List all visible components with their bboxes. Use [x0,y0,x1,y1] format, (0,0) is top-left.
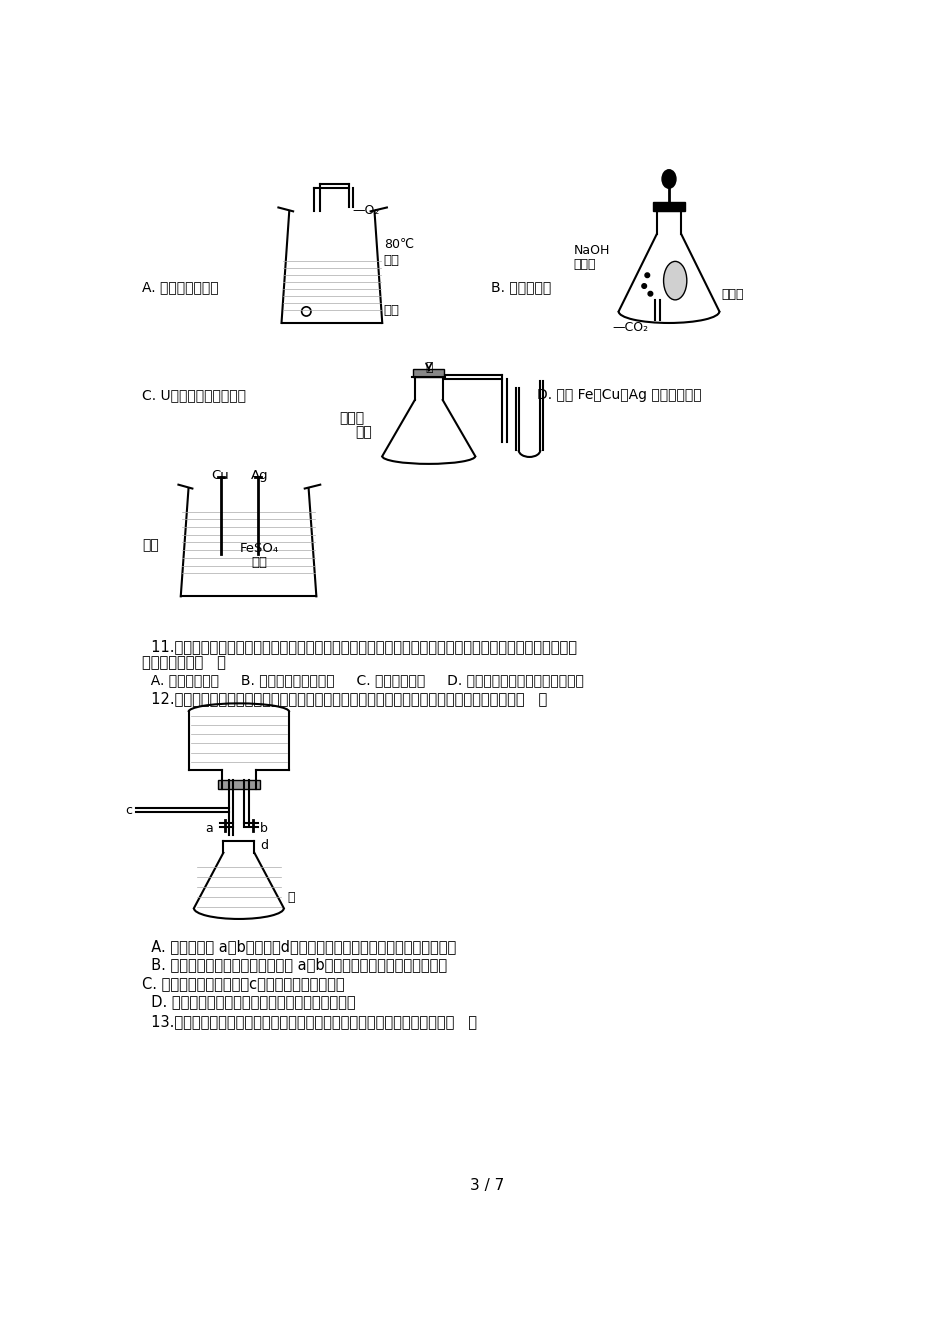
Text: 水: 水 [288,891,295,905]
Text: D. 验证 Fe、Cu、Ag 的金属活动性: D. 验证 Fe、Cu、Ag 的金属活动性 [538,388,702,402]
Text: C. 气体被储存在装置中，c导管也必须安装止水夹: C. 气体被储存在装置中，c导管也必须安装止水夹 [142,976,345,991]
Text: A. 翻开止水夹 a、b．气体从d管倒入储存在下面的瓶子里，水被压入上瓶: A. 翻开止水夹 a、b．气体从d管倒入储存在下面的瓶子里，水被压入上瓶 [142,939,456,954]
Text: a: a [205,823,213,835]
Text: —CO₂: —CO₂ [613,321,649,335]
Bar [653,202,685,211]
Text: NaOH: NaOH [574,245,610,258]
Text: 热水: 热水 [384,254,400,266]
Bar [413,370,445,376]
Text: 11.比照实验是运用比拟的方法来揭示事物的性质或变化规律的一种实验方法。课本中设计的以下实验不属于: 11.比照实验是运用比拟的方法来揭示事物的性质或变化规律的一种实验方法。课本中设… [142,638,577,653]
Text: 生石灰: 生石灰 [340,411,365,426]
Text: 白磷: 白磷 [384,304,400,317]
Text: 12.如图是同学们利用大可乐瓶设计的储气装置〔铁架台未画出〕，以下说法不正确的选项是〔   〕: 12.如图是同学们利用大可乐瓶设计的储气装置〔铁架台未画出〕，以下说法不正确的选… [142,691,547,706]
Text: Cu: Cu [212,469,230,482]
Circle shape [642,284,647,289]
Text: A. 铁钉锈蚀实验     B. 几种纤维的性质实验     C. 粉尘爆炸实验     D. 探究影响物质溶解性因素的实验: A. 铁钉锈蚀实验 B. 几种纤维的性质实验 C. 粉尘爆炸实验 D. 探究影响… [142,673,584,687]
Text: B. 取用气体时，可通过控制止水夹 a、b，靠水的重力方便地将气体排出: B. 取用气体时，可通过控制止水夹 a、b，靠水的重力方便地将气体排出 [142,957,447,973]
Text: 强弱: 强弱 [142,539,159,552]
Ellipse shape [663,261,687,300]
Text: A. 白磷始终不燃烧: A. 白磷始终不燃烧 [142,281,218,294]
Text: 80℃: 80℃ [384,238,414,251]
Text: B. 小气球变瘪: B. 小气球变瘪 [491,281,551,294]
Ellipse shape [662,169,676,188]
Text: FeSO₄: FeSO₄ [240,543,279,555]
Circle shape [645,273,650,278]
Text: 浓溶液: 浓溶液 [574,258,597,270]
Text: b: b [259,823,268,835]
Circle shape [648,292,653,296]
Text: Ag: Ag [251,469,268,482]
Text: c: c [125,804,133,817]
Text: 固体: 固体 [355,426,371,439]
Text: 13.利用以下原理制取氧气，具有反响快、操作简单、低能耗、无污染的是〔   〕: 13.利用以下原理制取氧气，具有反响快、操作简单、低能耗、无污染的是〔 〕 [142,1013,477,1028]
Text: d: d [259,839,268,852]
Text: 小气球: 小气球 [722,289,744,301]
Text: 3 / 7: 3 / 7 [469,1177,504,1192]
Bar [218,780,259,789]
Text: 水: 水 [425,362,432,375]
Text: 溶液: 溶液 [252,556,268,570]
Text: —O₂: —O₂ [352,204,380,216]
Text: D. 该装置也可用于实验室制取二氧化碳的发生装置: D. 该装置也可用于实验室制取二氧化碳的发生装置 [142,995,355,1009]
Text: C. U型管内液面左低右高: C. U型管内液面左低右高 [142,388,246,402]
Text: 比照实验的是〔   〕: 比照实验的是〔 〕 [142,656,226,671]
